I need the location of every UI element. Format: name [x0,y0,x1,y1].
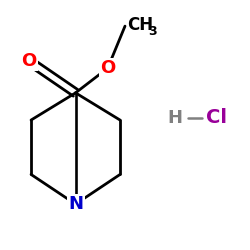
Text: Cl: Cl [206,108,227,127]
Text: CH: CH [128,16,154,34]
Text: O: O [100,59,115,77]
Text: N: N [68,195,83,213]
Text: H: H [167,108,182,126]
Text: O: O [21,52,36,70]
Text: 3: 3 [148,25,157,38]
